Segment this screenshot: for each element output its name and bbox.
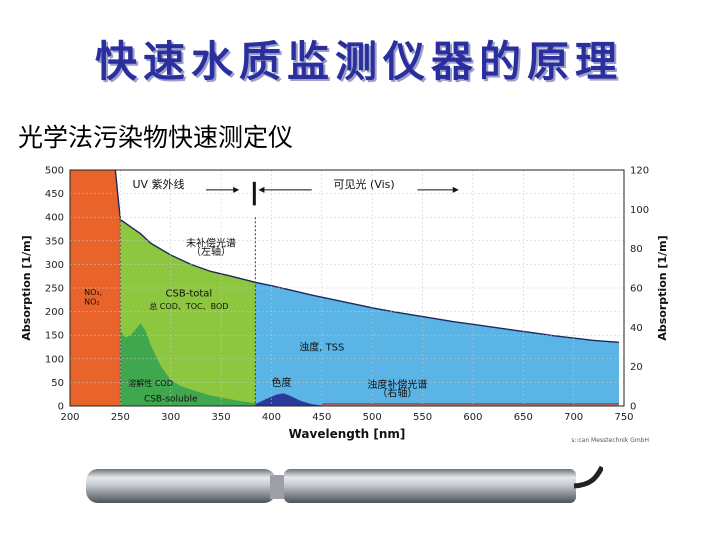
vis-arrow-left-head	[258, 186, 265, 193]
probe-body-right	[284, 469, 576, 503]
y-left-tick-label: 300	[45, 260, 64, 271]
csb-total-label: CSB-total	[166, 288, 213, 299]
absorption-spectrum-chart: 200 250 300 350 400 450 500 550 600 650 700 7500501…	[20, 166, 669, 445]
y-left-tick-label: 150	[45, 331, 64, 342]
image-credit: s::can Messtechnik GmbH	[571, 437, 649, 444]
compensated-annotation: 浊度补偿光谱	[367, 378, 427, 391]
y-right-tick-label: 100	[630, 205, 649, 216]
plot-frame	[69, 169, 625, 407]
csb-soluble-sub-label: 溶解性 COD	[128, 378, 173, 388]
x-tick-label: 550	[413, 412, 432, 423]
vis-band-label: 可见光 (Vis)	[334, 177, 395, 191]
nitrate-label: NO₃,	[84, 288, 102, 297]
y-axis-left-label: Absorption [1/m]	[20, 235, 33, 340]
y-left-tick-label: 400	[45, 213, 64, 224]
csb-soluble-label: CSB-soluble	[144, 394, 198, 404]
x-tick-label: 650	[514, 412, 533, 423]
compensated-annotation-2: （右轴）	[377, 387, 417, 400]
y-left-tick-label: 350	[45, 236, 64, 247]
y-left-tick-label: 450	[45, 189, 64, 200]
axes: 200 250 300 350 400 450 500 550 600 650 700 7500501…	[20, 166, 669, 442]
y-axis-right-label: Absorption [1/m]	[656, 235, 669, 340]
y-right-tick-label: 40	[630, 323, 643, 334]
colour-label: 色度	[272, 376, 292, 389]
turbidity-region	[255, 282, 619, 406]
x-tick-label: 700	[564, 412, 583, 423]
x-tick-label: 450	[312, 412, 331, 423]
y-left-tick-label: 50	[51, 378, 64, 389]
y-left-tick-label: 0	[58, 402, 64, 413]
grid-lines	[69, 169, 625, 407]
slide-subtitle: 光学法污染物快速测定仪	[18, 123, 294, 152]
x-tick-label: 200	[60, 412, 79, 423]
y-left-tick-label: 200	[45, 307, 64, 318]
x-tick-label: 350	[212, 412, 231, 423]
y-left-tick-label: 250	[45, 284, 64, 295]
spectrometer-probe-image	[86, 465, 603, 503]
chart-labels: UV 紫外线 可见光 (Vis) NO₃,NO₂ CSB-total 总 COD、TOC…	[84, 177, 649, 444]
x-tick-label: 500	[363, 412, 382, 423]
uv-band-label: UV 紫外线	[132, 177, 184, 191]
y-right-tick-label: 120	[630, 166, 649, 177]
csb-soluble-region	[120, 323, 256, 406]
x-tick-label: 250	[111, 412, 130, 423]
uv-vis-separator	[252, 181, 256, 206]
colour-region	[255, 393, 322, 406]
turbidity-label: 浊度, TSS	[299, 340, 344, 353]
y-left-tick-label: 100	[45, 354, 64, 365]
x-tick-label: 600	[463, 412, 482, 423]
x-tick-label: 400	[262, 412, 281, 423]
y-right-tick-label: 60	[630, 284, 643, 295]
vis-arrow-right-head	[452, 186, 459, 193]
slide-title: 快速水质监测仪器的原理	[94, 37, 623, 86]
csb-total-sub-label: 总 COD、TOC、BOD	[149, 301, 228, 311]
x-tick-label: 300	[161, 412, 180, 423]
probe-body-left	[86, 469, 276, 503]
uncompensated-annotation-2: （左轴）	[191, 245, 231, 258]
y-right-tick-label: 0	[630, 402, 636, 413]
y-right-tick-label: 20	[630, 362, 643, 373]
x-tick-label: 750	[614, 412, 633, 423]
nitrate-label-2: NO₂	[84, 298, 100, 307]
uncompensated-annotation: 未补偿光谱	[186, 236, 236, 249]
y-left-tick-label: 500	[45, 166, 64, 177]
probe-cable	[573, 465, 603, 489]
uv-arrow-head	[233, 186, 240, 193]
y-right-tick-label: 80	[630, 244, 643, 255]
x-axis-label: Wavelength [nm]	[289, 427, 406, 441]
